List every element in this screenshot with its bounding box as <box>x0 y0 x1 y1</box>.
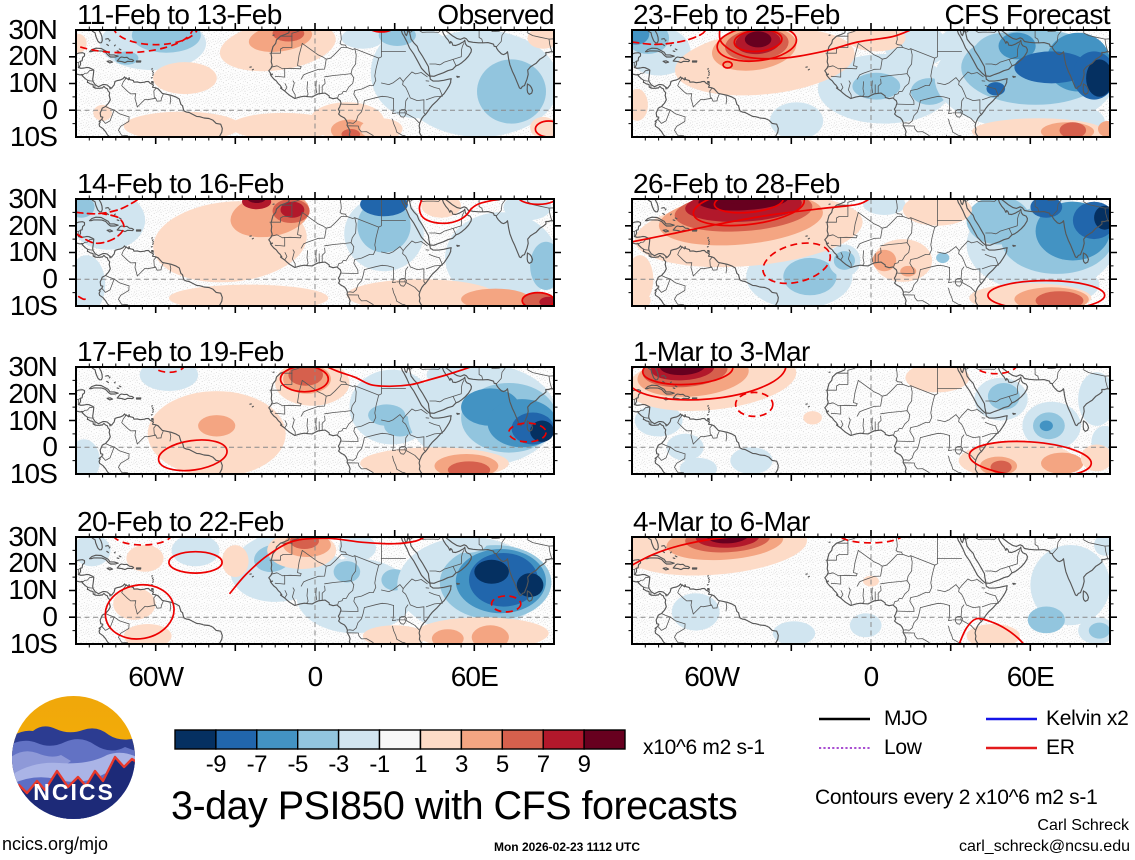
svg-text:NCICS: NCICS <box>33 779 115 805</box>
